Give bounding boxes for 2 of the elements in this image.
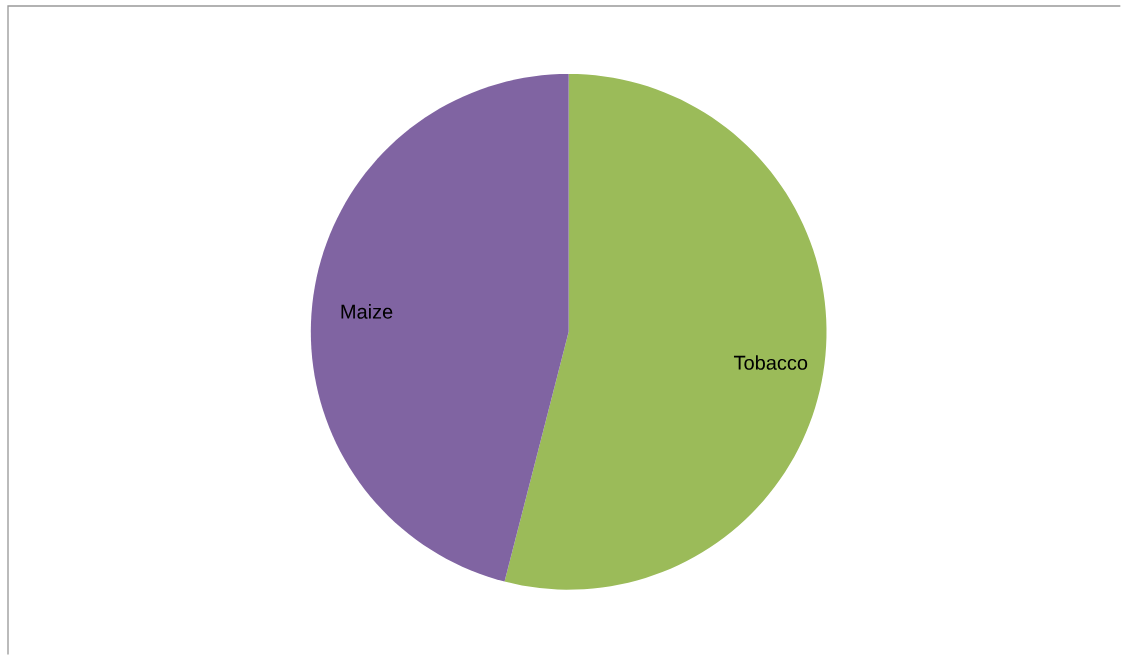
slice-label: Tobacco	[733, 355, 808, 370]
slice-label: Maize	[341, 303, 393, 319]
